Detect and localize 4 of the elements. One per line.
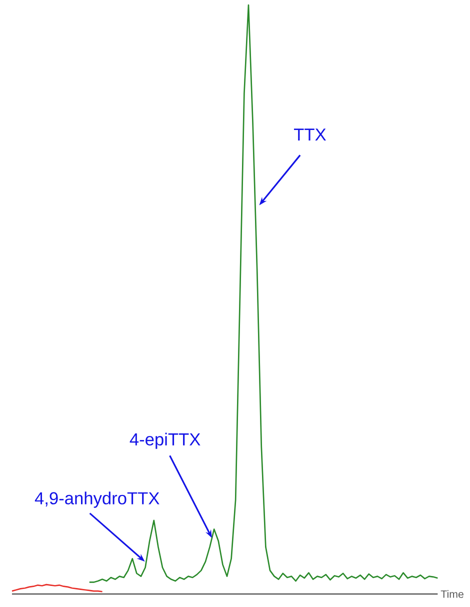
annotation: 4,9-anhydroTTX <box>34 492 160 508</box>
annotation: TTX <box>294 128 326 141</box>
x-axis-title: Time <box>440 590 464 598</box>
annotation: 4-epiTTX <box>130 432 200 449</box>
